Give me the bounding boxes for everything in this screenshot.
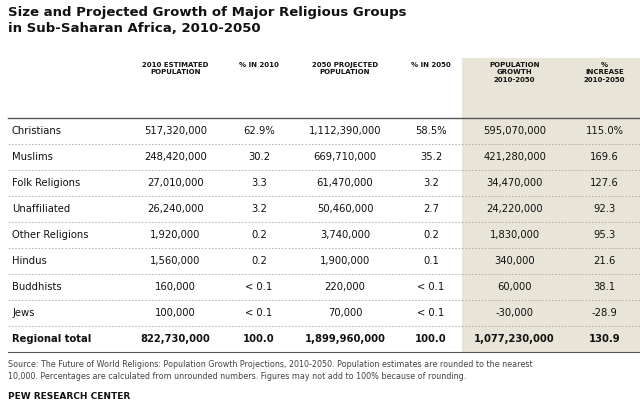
Text: 1,830,000: 1,830,000 — [490, 230, 540, 240]
Text: 26,240,000: 26,240,000 — [147, 204, 204, 214]
Text: 595,070,000: 595,070,000 — [483, 126, 546, 136]
Text: 62.9%: 62.9% — [243, 126, 275, 136]
Text: 100,000: 100,000 — [155, 308, 196, 318]
Text: < 0.1: < 0.1 — [417, 308, 445, 318]
Text: Folk Religions: Folk Religions — [12, 178, 80, 188]
Text: 3,740,000: 3,740,000 — [320, 230, 370, 240]
Text: 92.3: 92.3 — [593, 204, 616, 214]
Text: Size and Projected Growth of Major Religious Groups
in Sub-Saharan Africa, 2010-: Size and Projected Growth of Major Relig… — [8, 6, 406, 35]
Text: 0.2: 0.2 — [251, 256, 267, 266]
Text: 669,710,000: 669,710,000 — [314, 152, 376, 162]
Text: 2010 ESTIMATED
POPULATION: 2010 ESTIMATED POPULATION — [142, 62, 209, 75]
Text: -30,000: -30,000 — [495, 308, 534, 318]
Text: 100.0: 100.0 — [243, 334, 275, 344]
Text: 115.0%: 115.0% — [586, 126, 623, 136]
Text: 21.6: 21.6 — [593, 256, 616, 266]
Text: PEW RESEARCH CENTER: PEW RESEARCH CENTER — [8, 392, 131, 401]
Text: Regional total: Regional total — [12, 334, 92, 344]
Text: 61,470,000: 61,470,000 — [317, 178, 373, 188]
Text: 27,010,000: 27,010,000 — [147, 178, 204, 188]
Text: Buddhists: Buddhists — [12, 282, 61, 292]
Text: 2.7: 2.7 — [423, 204, 439, 214]
Text: 38.1: 38.1 — [593, 282, 616, 292]
Text: 1,112,390,000: 1,112,390,000 — [308, 126, 381, 136]
Text: Source: The Future of World Religions: Population Growth Projections, 2010-2050.: Source: The Future of World Religions: P… — [8, 360, 532, 381]
Text: 1,920,000: 1,920,000 — [150, 230, 201, 240]
Text: 95.3: 95.3 — [593, 230, 616, 240]
Text: 30.2: 30.2 — [248, 152, 270, 162]
Text: 130.9: 130.9 — [589, 334, 620, 344]
Text: 100.0: 100.0 — [415, 334, 447, 344]
Text: 0.2: 0.2 — [423, 230, 439, 240]
Text: 517,320,000: 517,320,000 — [144, 126, 207, 136]
Text: 34,470,000: 34,470,000 — [486, 178, 543, 188]
Text: 2050 PROJECTED
POPULATION: 2050 PROJECTED POPULATION — [312, 62, 378, 75]
Text: 24,220,000: 24,220,000 — [486, 204, 543, 214]
Text: -28.9: -28.9 — [591, 308, 618, 318]
Text: 58.5%: 58.5% — [415, 126, 447, 136]
Text: 822,730,000: 822,730,000 — [141, 334, 211, 344]
Text: 3.3: 3.3 — [251, 178, 267, 188]
Text: POPULATION
GROWTH
2010-2050: POPULATION GROWTH 2010-2050 — [489, 62, 540, 83]
Text: 0.2: 0.2 — [251, 230, 267, 240]
Text: 3.2: 3.2 — [251, 204, 267, 214]
Text: 1,899,960,000: 1,899,960,000 — [305, 334, 385, 344]
Text: % IN 2010: % IN 2010 — [239, 62, 279, 68]
Text: Unaffiliated: Unaffiliated — [12, 204, 70, 214]
Bar — [462, 58, 640, 352]
Text: 340,000: 340,000 — [494, 256, 535, 266]
Text: %
INCREASE
2010-2050: % INCREASE 2010-2050 — [584, 62, 625, 83]
Text: 248,420,000: 248,420,000 — [144, 152, 207, 162]
Text: Other Religions: Other Religions — [12, 230, 88, 240]
Text: 160,000: 160,000 — [155, 282, 196, 292]
Text: < 0.1: < 0.1 — [417, 282, 445, 292]
Text: 1,900,000: 1,900,000 — [320, 256, 370, 266]
Text: 3.2: 3.2 — [423, 178, 439, 188]
Text: < 0.1: < 0.1 — [245, 282, 273, 292]
Text: Hindus: Hindus — [12, 256, 47, 266]
Text: % IN 2050: % IN 2050 — [411, 62, 451, 68]
Text: 1,560,000: 1,560,000 — [150, 256, 201, 266]
Text: 35.2: 35.2 — [420, 152, 442, 162]
Text: Jews: Jews — [12, 308, 35, 318]
Text: 220,000: 220,000 — [324, 282, 365, 292]
Text: 60,000: 60,000 — [497, 282, 532, 292]
Text: 50,460,000: 50,460,000 — [317, 204, 373, 214]
Text: 127.6: 127.6 — [590, 178, 619, 188]
Text: Muslims: Muslims — [12, 152, 53, 162]
Text: Christians: Christians — [12, 126, 62, 136]
Text: 0.1: 0.1 — [423, 256, 439, 266]
Text: 421,280,000: 421,280,000 — [483, 152, 546, 162]
Text: < 0.1: < 0.1 — [245, 308, 273, 318]
Text: 1,077,230,000: 1,077,230,000 — [474, 334, 555, 344]
Text: 169.6: 169.6 — [590, 152, 619, 162]
Text: 70,000: 70,000 — [328, 308, 362, 318]
